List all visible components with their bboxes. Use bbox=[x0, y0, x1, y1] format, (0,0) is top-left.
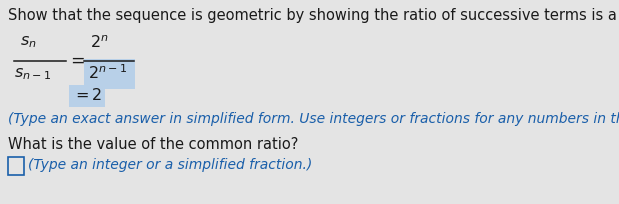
Text: (Type an integer or a simplified fraction.): (Type an integer or a simplified fractio… bbox=[28, 157, 312, 171]
Text: =: = bbox=[70, 52, 85, 70]
Text: $s_n$: $s_n$ bbox=[20, 34, 37, 49]
Text: Show that the sequence is geometric by showing the ratio of successive terms is : Show that the sequence is geometric by s… bbox=[8, 8, 619, 23]
Text: $2^n$: $2^n$ bbox=[90, 34, 108, 50]
Text: $= 2$: $= 2$ bbox=[72, 86, 102, 102]
Text: $s_{n-1}$: $s_{n-1}$ bbox=[14, 66, 51, 81]
Text: What is the value of the common ratio?: What is the value of the common ratio? bbox=[8, 136, 298, 151]
Text: (Type an exact answer in simplified form. Use integers or fractions for any numb: (Type an exact answer in simplified form… bbox=[8, 111, 619, 125]
Text: $2^{n-1}$: $2^{n-1}$ bbox=[88, 63, 127, 81]
